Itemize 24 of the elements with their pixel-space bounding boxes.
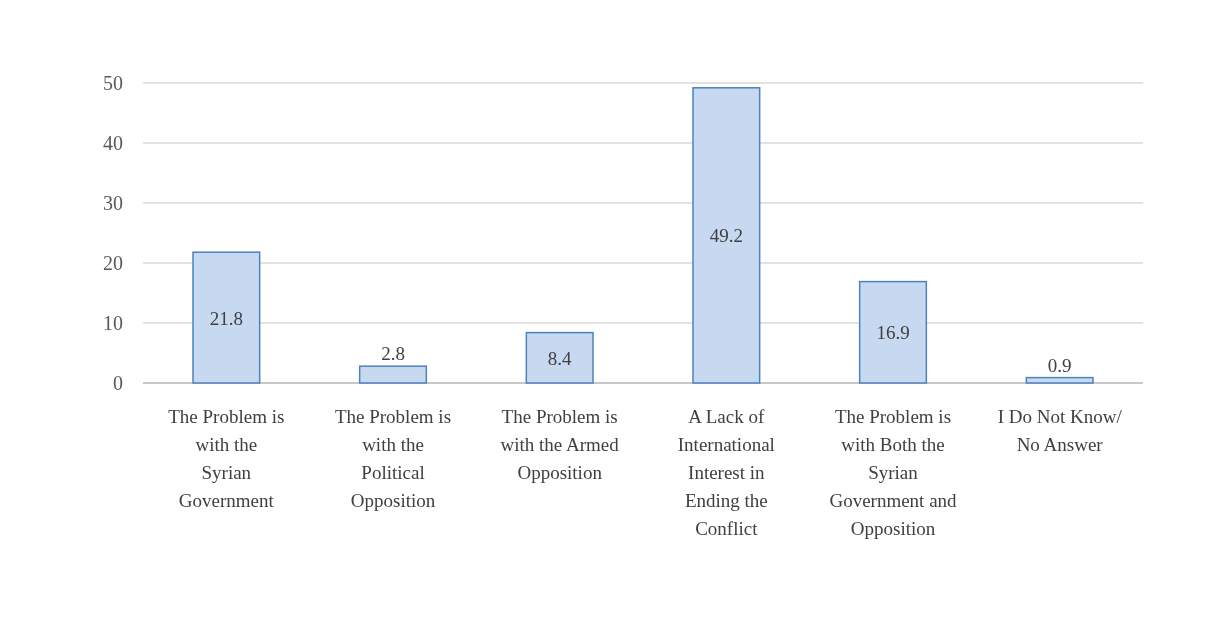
y-tick-label: 10 <box>103 312 123 334</box>
y-tick-label: 30 <box>103 192 123 214</box>
y-tick-label: 40 <box>103 132 123 154</box>
x-tick-label: A Lack of International Interest in Ending the Conflict <box>677 406 775 539</box>
data-label: 2.8 <box>381 343 405 365</box>
y-tick-label: 0 <box>113 372 123 394</box>
x-tick-label: The Problem is with Both the Syrian Government and Opposition <box>829 406 958 539</box>
x-tick-label: The Problem is with the Syrian Government <box>168 406 285 511</box>
bar <box>858 280 928 384</box>
data-label: 0.9 <box>1047 354 1072 376</box>
data-label: 16.9 <box>876 322 910 344</box>
data-label: 21.8 <box>209 307 243 329</box>
bar <box>692 87 761 384</box>
bar <box>525 331 594 384</box>
y-tick-label: 50 <box>103 72 123 94</box>
bar <box>1025 376 1094 384</box>
data-label: 8.4 <box>547 347 573 369</box>
data-label: 49.2 <box>709 225 743 247</box>
y-tick-label: 20 <box>103 252 123 274</box>
x-tick-label: I Do Not Know/ No Answer <box>997 406 1123 455</box>
bar <box>358 365 428 384</box>
x-tick-label: The Problem is with the Political Opposition <box>334 406 452 511</box>
bar <box>192 251 261 384</box>
x-tick-label: The Problem is with the Armed Opposition <box>500 406 620 483</box>
